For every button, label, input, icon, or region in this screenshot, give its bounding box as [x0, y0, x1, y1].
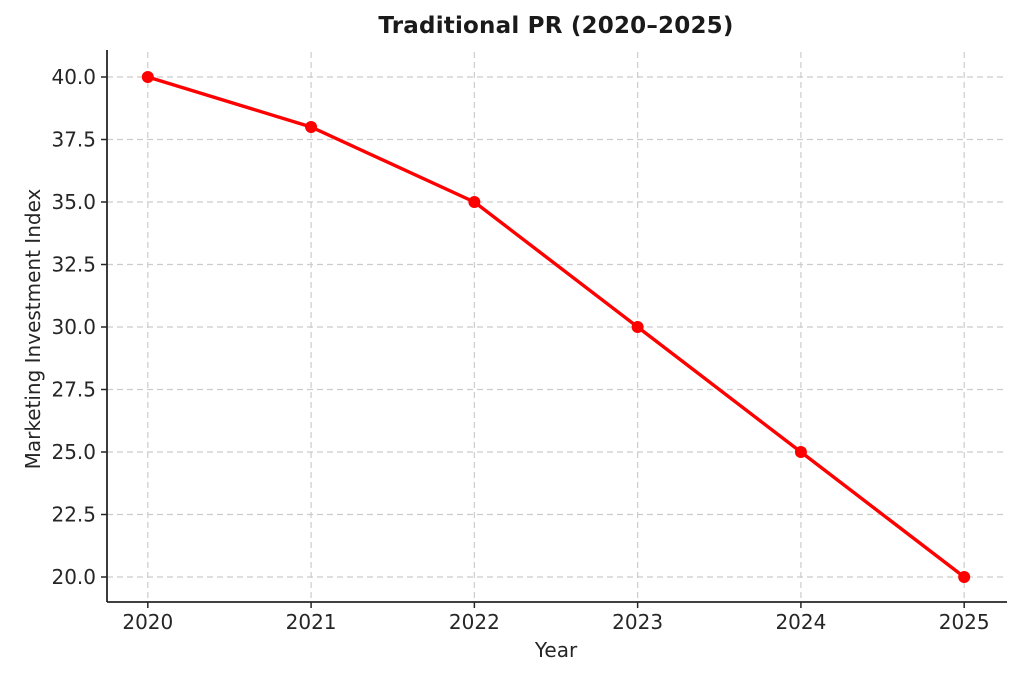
series-line	[146, 75, 966, 579]
data-point-marker	[794, 446, 807, 458]
y-tick-label: 22.5	[51, 503, 96, 527]
x-tick-label: 2020	[122, 610, 173, 634]
data-point-marker	[141, 71, 154, 83]
x-axis-label: Year	[534, 638, 578, 662]
y-tick-label: 20.0	[51, 565, 96, 589]
data-point-marker	[305, 121, 318, 133]
x-tick-label: 2024	[775, 610, 826, 634]
y-tick-label: 37.5	[51, 128, 96, 152]
data-point-marker	[468, 196, 481, 208]
x-tick-label: 2021	[286, 610, 337, 634]
y-tick-label: 25.0	[51, 440, 96, 464]
data-point-marker	[958, 571, 971, 583]
x-tick-label: 2023	[612, 610, 663, 634]
chart-title: Traditional PR (2020–2025)	[378, 13, 734, 39]
y-axis-label: Marketing Investment Index	[21, 188, 45, 470]
y-tick-label: 27.5	[51, 378, 96, 402]
x-tick-label: 2022	[449, 610, 500, 634]
y-tick-label: 30.0	[51, 315, 96, 339]
x-tick-label: 2025	[939, 610, 990, 634]
y-tick-label: 32.5	[51, 253, 96, 277]
data-point-marker	[631, 321, 644, 333]
y-tick-label: 40.0	[51, 65, 96, 89]
y-tick-label: 35.0	[51, 190, 96, 214]
